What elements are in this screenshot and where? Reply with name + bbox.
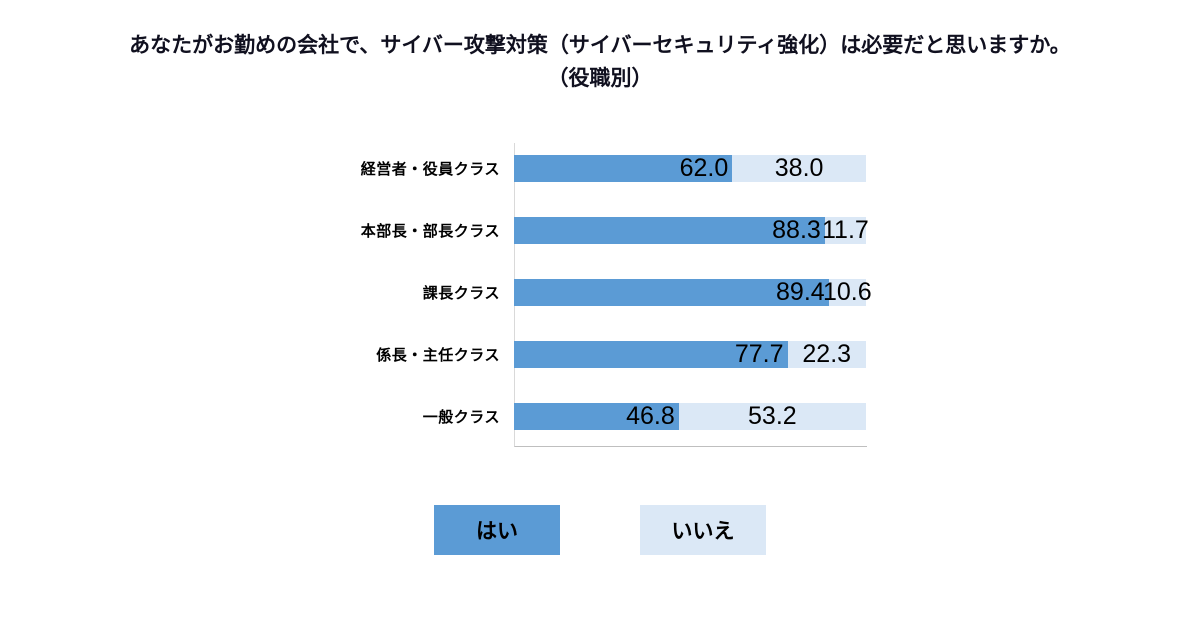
bar-row: 係長・主任クラス 77.7 22.3 bbox=[330, 323, 870, 385]
value-label-no: 10.6 bbox=[823, 277, 872, 306]
category-label: 課長クラス bbox=[422, 284, 500, 302]
plot-area: 経営者・役員クラス 62.0 38.0 本部長・部長クラス 88.3 11.7 bbox=[330, 137, 872, 448]
chart-title-line1: あなたがお勤めの会社で、サイバー攻撃対策（サイバーセキュリティ強化）は必要だと思… bbox=[129, 34, 1071, 57]
legend-item-no: いいえ bbox=[640, 505, 766, 556]
value-label-no: 38.0 bbox=[774, 153, 824, 182]
legend-label-no: いいえ bbox=[671, 520, 735, 544]
value-label-no: 53.2 bbox=[748, 401, 797, 430]
bar-row: 本部長・部長クラス 88.3 11.7 bbox=[330, 199, 870, 261]
stacked-bar-chart: 経営者・役員クラス 62.0 38.0 本部長・部長クラス 88.3 11.7 bbox=[330, 137, 872, 556]
bar-segment-no: 53.2 bbox=[678, 401, 866, 430]
value-label-yes: 77.7 bbox=[734, 339, 784, 368]
category-label: 一般クラス bbox=[422, 408, 500, 426]
bar-segment-no: 38.0 bbox=[732, 153, 866, 182]
bar-segment-yes: 62.0 bbox=[514, 153, 733, 182]
bar-segment-no: 22.3 bbox=[787, 339, 866, 368]
bar-segment-yes: 46.8 bbox=[514, 401, 679, 430]
value-label-no: 22.3 bbox=[802, 339, 852, 368]
bar-row: 経営者・役員クラス 62.0 38.0 bbox=[330, 137, 870, 199]
bar-track: 62.0 38.0 bbox=[514, 153, 866, 182]
bar-track: 46.8 53.2 bbox=[514, 401, 866, 430]
bar-segment-no: 10.6 bbox=[823, 278, 872, 306]
bar-segment-yes: 77.7 bbox=[514, 339, 788, 368]
bar-track: 77.7 22.3 bbox=[514, 339, 866, 368]
value-label-yes: 62.0 bbox=[679, 153, 729, 182]
bar-row: 課長クラス 89.4 10.6 bbox=[330, 261, 872, 323]
bar-segment-no: 11.7 bbox=[822, 215, 869, 244]
value-label-no: 11.7 bbox=[822, 215, 869, 244]
category-label: 本部長・部長クラス bbox=[360, 222, 500, 240]
value-label-yes: 46.8 bbox=[626, 401, 675, 430]
legend: はい いいえ bbox=[330, 505, 870, 556]
bar-segment-yes: 88.3 bbox=[514, 215, 825, 244]
value-label-yes: 88.3 bbox=[772, 215, 821, 244]
bar-track: 88.3 11.7 bbox=[514, 215, 869, 244]
value-label-yes: 89.4 bbox=[776, 277, 825, 306]
bar-row: 一般クラス 46.8 53.2 bbox=[330, 385, 870, 447]
legend-item-yes: はい bbox=[434, 505, 560, 556]
chart-title-line2: （役職別） bbox=[547, 66, 653, 90]
bar-segment-yes: 89.4 bbox=[514, 277, 829, 306]
bar-track: 89.4 10.6 bbox=[514, 277, 872, 306]
category-label: 経営者・役員クラス bbox=[360, 160, 500, 178]
legend-label-yes: はい bbox=[476, 520, 518, 544]
chart-title: あなたがお勤めの会社で、サイバー攻撃対策（サイバーセキュリティ強化）は必要だと思… bbox=[0, 0, 1200, 95]
category-label: 係長・主任クラス bbox=[376, 346, 500, 364]
